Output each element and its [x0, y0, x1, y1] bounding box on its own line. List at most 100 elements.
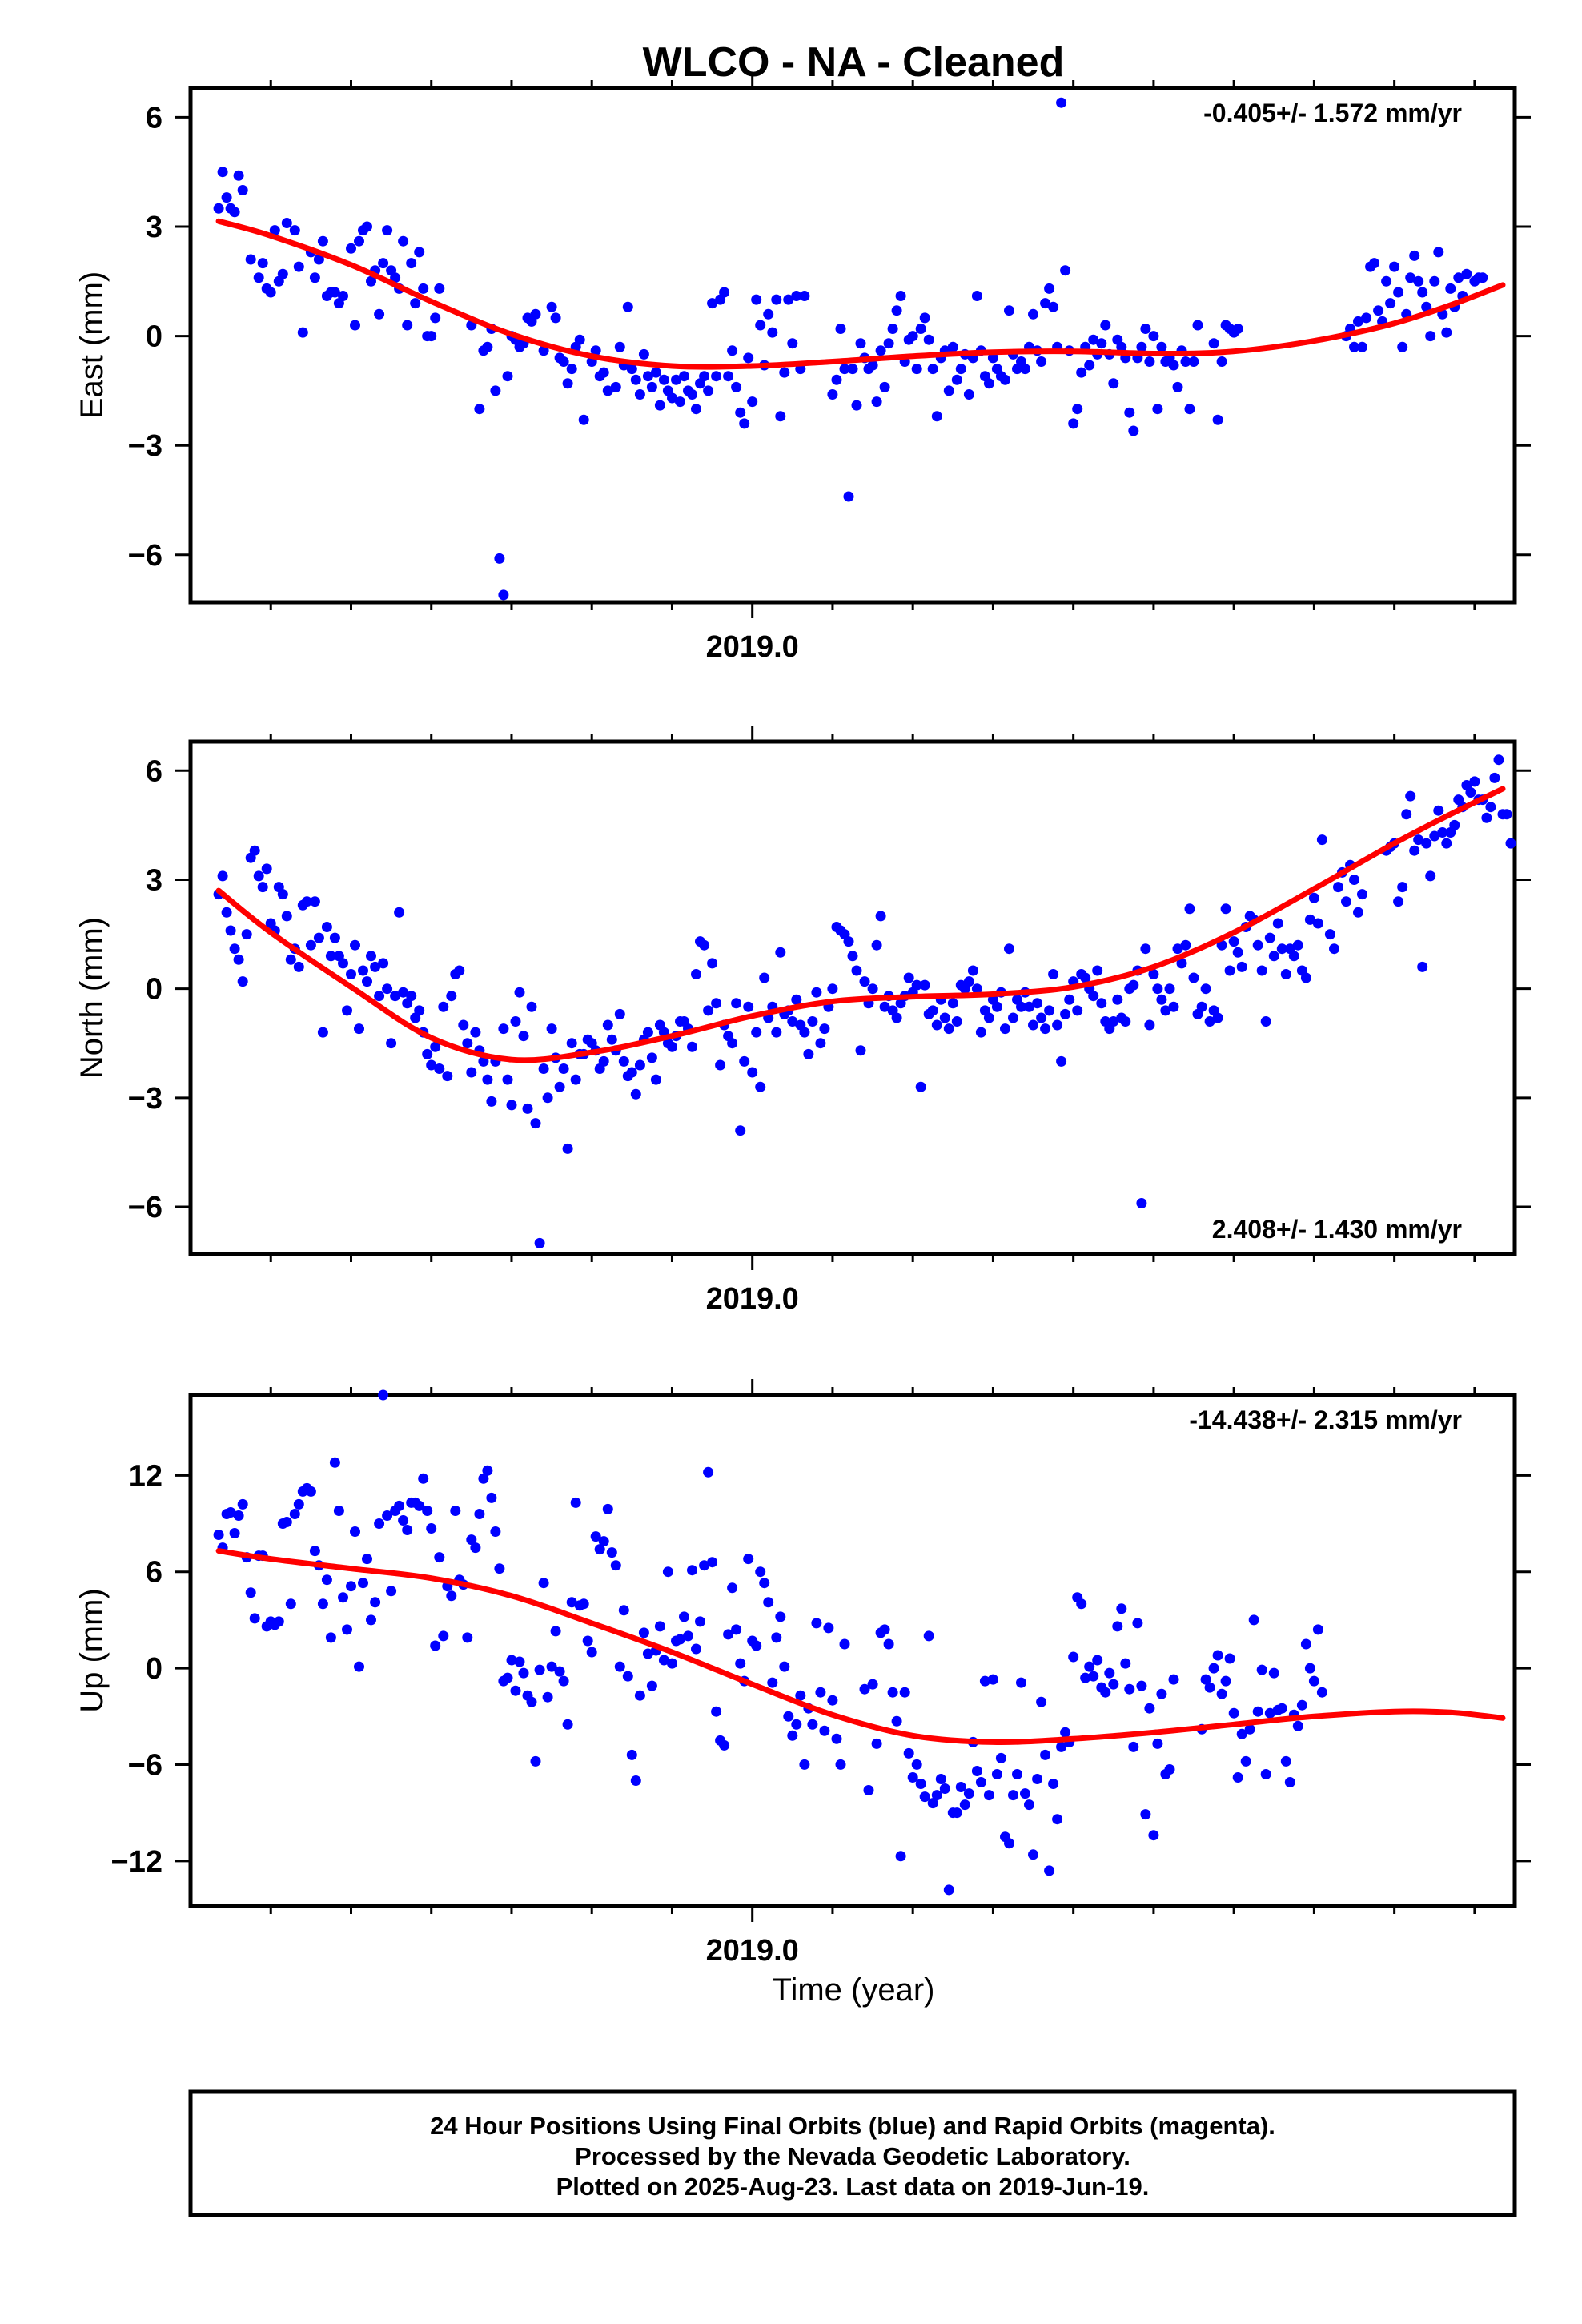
east-data-point: [983, 378, 994, 389]
up-data-point: [402, 1525, 413, 1535]
up-y-tick-label: 6: [146, 1556, 163, 1590]
east-data-point: [309, 272, 320, 283]
up-data-point: [815, 1687, 826, 1698]
east-data-point: [895, 291, 906, 301]
up-data-point: [614, 1661, 625, 1672]
north-data-point: [350, 939, 360, 951]
east-data-point: [490, 385, 501, 396]
east-data-point: [987, 352, 998, 364]
north-data-point: [1264, 932, 1275, 943]
up-data-point: [895, 1851, 906, 1862]
north-data-point: [1028, 1019, 1038, 1031]
north-data-point: [1072, 1005, 1083, 1016]
north-data-point: [454, 965, 465, 976]
north-data-point: [1292, 939, 1303, 951]
north-data-point: [947, 998, 958, 1009]
east-data-point: [847, 364, 858, 375]
east-data-point: [1353, 316, 1363, 327]
east-data-point: [338, 291, 348, 301]
north-data-point: [1160, 1005, 1171, 1016]
up-data-point: [971, 1766, 982, 1776]
east-data-point: [951, 374, 962, 385]
east-data-point: [434, 283, 445, 294]
north-data-point: [522, 1103, 533, 1114]
east-data-point: [578, 414, 589, 425]
east-data-point: [1208, 338, 1219, 349]
east-data-point: [650, 367, 661, 378]
up-data-point: [658, 1655, 669, 1666]
east-data-point: [558, 356, 569, 367]
east-data-point: [1000, 374, 1010, 385]
east-data-point: [1040, 298, 1051, 309]
east-data-point: [1192, 320, 1203, 331]
north-data-point: [1316, 834, 1327, 846]
north-data-point: [510, 1016, 521, 1027]
east-data-point: [494, 553, 505, 564]
east-data-point: [699, 371, 710, 382]
up-data-point: [923, 1630, 934, 1642]
north-data-point: [305, 939, 316, 951]
up-data-point: [1112, 1621, 1123, 1632]
up-data-point: [546, 1661, 557, 1672]
east-data-point: [1381, 275, 1392, 287]
north-data-point: [975, 1027, 986, 1038]
north-data-point: [1044, 1005, 1055, 1016]
up-data-point: [667, 1658, 677, 1669]
up-data-point: [418, 1473, 429, 1484]
east-data-point: [402, 320, 413, 331]
up-data-point: [1164, 1764, 1175, 1775]
east-data-point: [963, 389, 974, 400]
east-y-tick-label: 3: [146, 211, 163, 244]
up-data-point: [1280, 1755, 1291, 1767]
north-data-point: [1036, 1012, 1047, 1023]
north-data-point: [530, 1118, 541, 1129]
up-data-point: [538, 1578, 549, 1589]
up-data-point: [1276, 1703, 1287, 1714]
up-data-point: [602, 1503, 613, 1514]
north-data-point: [1268, 951, 1279, 962]
east-data-point: [1361, 312, 1372, 324]
up-data-point: [1312, 1624, 1323, 1635]
north-data-point: [1180, 939, 1191, 951]
footer-line-1: 24 Hour Positions Using Final Orbits (bl…: [430, 2112, 1275, 2140]
up-data-point: [1108, 1679, 1119, 1690]
up-data-point: [1016, 1677, 1026, 1688]
up-data-point: [354, 1661, 364, 1672]
north-data-point: [915, 1081, 926, 1092]
up-data-point: [719, 1739, 730, 1751]
north-data-point: [791, 994, 802, 1005]
north-data-point: [1016, 1001, 1026, 1012]
east-data-point: [831, 374, 842, 385]
up-data-point: [1120, 1658, 1131, 1669]
up-data-point: [1236, 1728, 1247, 1739]
north-data-point: [1032, 998, 1043, 1009]
north-data-point: [1260, 1016, 1271, 1027]
up-data-point: [903, 1747, 914, 1759]
up-data-point: [285, 1598, 296, 1610]
up-data-point: [578, 1598, 589, 1610]
east-data-point: [546, 301, 557, 312]
north-y-tick-label: −3: [128, 1082, 163, 1116]
north-y-tick-label: 3: [146, 863, 163, 897]
north-data-point: [241, 929, 252, 940]
up-data-point: [767, 1677, 778, 1688]
up-data-point: [751, 1640, 762, 1651]
east-data-point: [297, 327, 308, 338]
up-data-point: [466, 1534, 477, 1546]
north-data-point: [875, 911, 886, 922]
east-data-point: [1096, 338, 1107, 349]
up-data-point: [771, 1632, 782, 1643]
up-panel: −12 −6 0 6 12 2019.0 Up (mm) -14.438+/- 2.315 m…: [74, 1379, 1531, 1968]
up-data-point: [675, 1634, 685, 1645]
east-data-point: [1148, 331, 1159, 342]
east-data-point: [799, 291, 810, 301]
north-y-tick-label: 0: [146, 973, 163, 1007]
up-data-point: [550, 1626, 561, 1637]
up-data-point: [987, 1674, 998, 1685]
north-plot-frame: [188, 739, 1517, 1256]
north-data-point: [687, 1041, 697, 1052]
up-data-point: [1256, 1664, 1267, 1675]
up-data-point: [554, 1666, 565, 1677]
north-data-point: [358, 965, 368, 976]
north-data-point: [293, 961, 304, 972]
